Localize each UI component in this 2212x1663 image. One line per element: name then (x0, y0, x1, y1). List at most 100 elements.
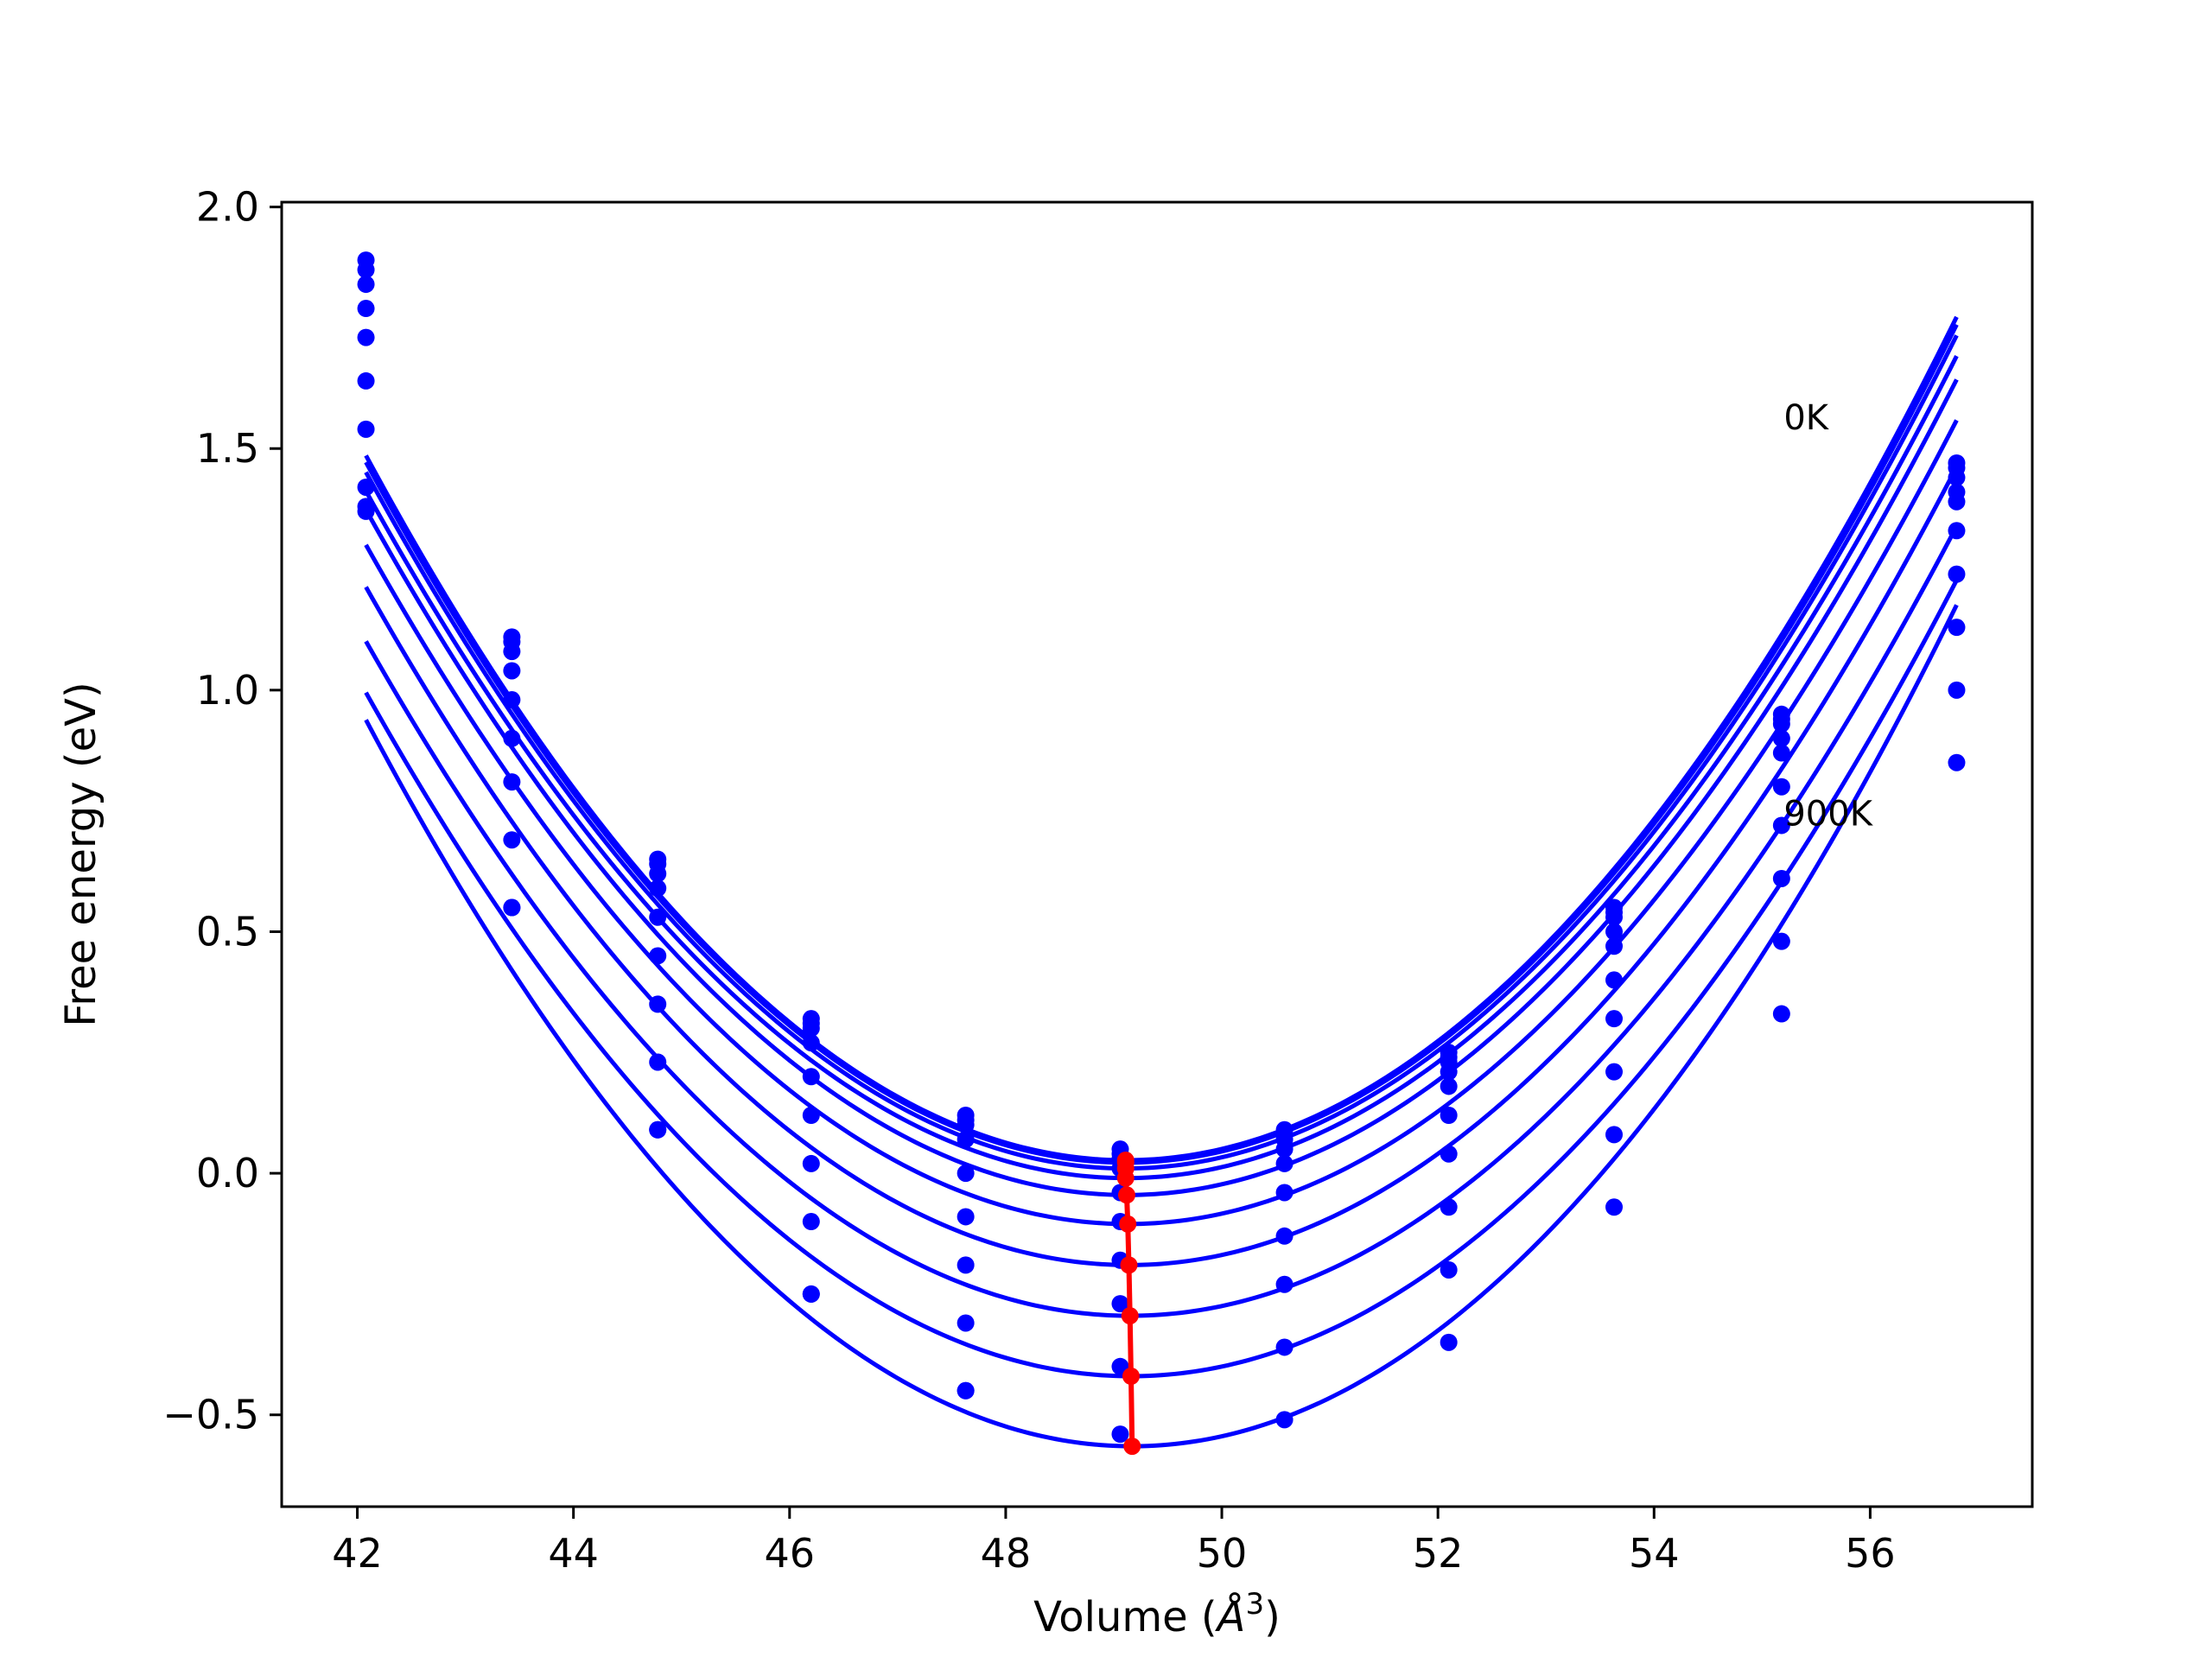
minimum-point-9 (1123, 1438, 1141, 1456)
data-point-s8-p9 (1772, 932, 1790, 950)
y-tick-label-1: 0.0 (196, 1150, 259, 1196)
data-point-s4-p1 (503, 691, 521, 709)
data-point-s7-p1 (503, 831, 521, 849)
fit-curve-3 (364, 355, 1959, 1181)
annotation-label-0: 0K (1783, 398, 1829, 438)
data-point-s2-p2 (649, 865, 667, 883)
data-point-s4-p8 (1605, 937, 1624, 955)
y-tick-label-0: −0.5 (162, 1392, 259, 1438)
y-tick-label-4: 1.5 (196, 425, 259, 472)
data-point-s4-p0 (357, 328, 375, 346)
minimum-point-5 (1119, 1215, 1137, 1233)
data-point-s9-p0 (357, 502, 375, 520)
data-point-s7-p3 (802, 1213, 820, 1231)
x-tick-label-4: 50 (1197, 1530, 1248, 1577)
y-tick-label-5: 2.0 (196, 184, 259, 231)
data-point-s7-p10 (1948, 619, 1966, 637)
data-point-s2-p8 (1605, 908, 1624, 926)
x-tick-label-7: 56 (1845, 1530, 1896, 1577)
fit-curve-7 (364, 524, 1959, 1318)
fit-curve-4 (364, 378, 1959, 1197)
data-point-s7-p0 (357, 478, 375, 496)
data-point-s2-p4 (957, 1116, 975, 1134)
data-point-s3-p8 (1605, 923, 1624, 941)
data-point-s3-p6 (1275, 1140, 1294, 1158)
data-point-s4-p6 (1275, 1154, 1294, 1172)
data-point-s9-p7 (1440, 1333, 1458, 1351)
data-point-s3-p3 (802, 1034, 820, 1052)
data-point-s6-p7 (1440, 1145, 1458, 1163)
data-point-s4-p2 (649, 908, 667, 926)
data-point-s3-p1 (503, 662, 521, 680)
x-tick-label-2: 46 (765, 1530, 816, 1577)
fit-curve-0 (364, 315, 1959, 1163)
data-point-s5-p2 (649, 947, 667, 965)
points-layer (357, 251, 1966, 1444)
data-point-s8-p10 (1948, 681, 1966, 699)
fit-curve-9 (364, 604, 1959, 1449)
data-point-s6-p9 (1772, 816, 1790, 835)
data-point-s2-p1 (503, 643, 521, 661)
data-point-s6-p6 (1275, 1227, 1294, 1245)
data-point-s9-p5 (1111, 1425, 1129, 1444)
fit-curve-6 (364, 466, 1959, 1267)
data-point-s9-p6 (1275, 1411, 1294, 1429)
fit-curve-2 (364, 334, 1959, 1171)
data-point-s7-p2 (649, 1053, 667, 1071)
data-point-s3-p9 (1772, 729, 1790, 747)
data-point-s9-p1 (503, 898, 521, 917)
y-tick-label-2: 0.5 (196, 908, 259, 955)
x-tick-label-0: 42 (332, 1530, 383, 1577)
minimum-point-8 (1122, 1368, 1140, 1385)
data-point-s6-p2 (649, 995, 667, 1013)
data-point-s6-p8 (1605, 1010, 1624, 1028)
data-point-s5-p8 (1605, 971, 1624, 989)
minimum-point-7 (1121, 1307, 1139, 1325)
data-point-s7-p9 (1772, 869, 1790, 887)
axes-layer: 42 44 46 48 50 52 54 56 −0.5 0.0 0.5 1.0 1.5 2.0 Volum… (57, 184, 2034, 1641)
fit-curve-1 (364, 323, 1959, 1165)
plot-frame (280, 200, 2034, 1508)
x-tick-label-1: 44 (548, 1530, 599, 1577)
data-point-s2-p0 (357, 276, 375, 294)
data-point-s3-p4 (957, 1130, 975, 1148)
fit-curve-5 (364, 419, 1959, 1227)
data-point-s2-p9 (1772, 715, 1790, 733)
data-point-s5-p3 (802, 1107, 820, 1124)
data-point-s5-p1 (503, 729, 521, 747)
y-axis-label: Free energy (eV) (57, 682, 105, 1026)
data-point-s3-p7 (1440, 1063, 1458, 1081)
minimum-point-4 (1117, 1186, 1135, 1204)
data-point-s8-p7 (1440, 1260, 1458, 1279)
data-point-s4-p4 (957, 1165, 975, 1183)
data-point-s5-p7 (1440, 1107, 1458, 1124)
data-point-s8-p8 (1605, 1126, 1624, 1144)
minima-layer (1116, 1152, 1141, 1456)
data-point-s4-p3 (802, 1068, 820, 1086)
data-point-s4-p9 (1772, 744, 1790, 762)
data-point-s5-p0 (357, 371, 375, 390)
data-point-s5-p6 (1275, 1184, 1294, 1202)
data-point-s6-p1 (503, 773, 521, 791)
data-point-s2-p3 (802, 1019, 820, 1038)
minimum-point-6 (1120, 1256, 1138, 1274)
data-point-s4-p10 (1948, 492, 1966, 511)
x-tick-label-6: 54 (1629, 1530, 1680, 1577)
minimum-point-3 (1116, 1169, 1135, 1187)
x-tick-label-5: 52 (1413, 1530, 1464, 1577)
data-point-s9-p8 (1605, 1198, 1624, 1216)
data-point-s6-p4 (957, 1256, 975, 1274)
x-axis-label: Volume (Å3) (1033, 1587, 1281, 1641)
data-point-s7-p5 (1111, 1295, 1129, 1313)
data-point-s6-p10 (1948, 565, 1966, 583)
data-point-s9-p4 (957, 1381, 975, 1400)
data-point-s9-p2 (649, 1120, 667, 1139)
data-point-s6-p3 (802, 1154, 820, 1172)
data-point-s5-p10 (1948, 522, 1966, 540)
data-point-s6-p0 (357, 420, 375, 438)
data-point-s7-p6 (1275, 1275, 1294, 1293)
data-point-s2-p10 (1948, 468, 1966, 486)
